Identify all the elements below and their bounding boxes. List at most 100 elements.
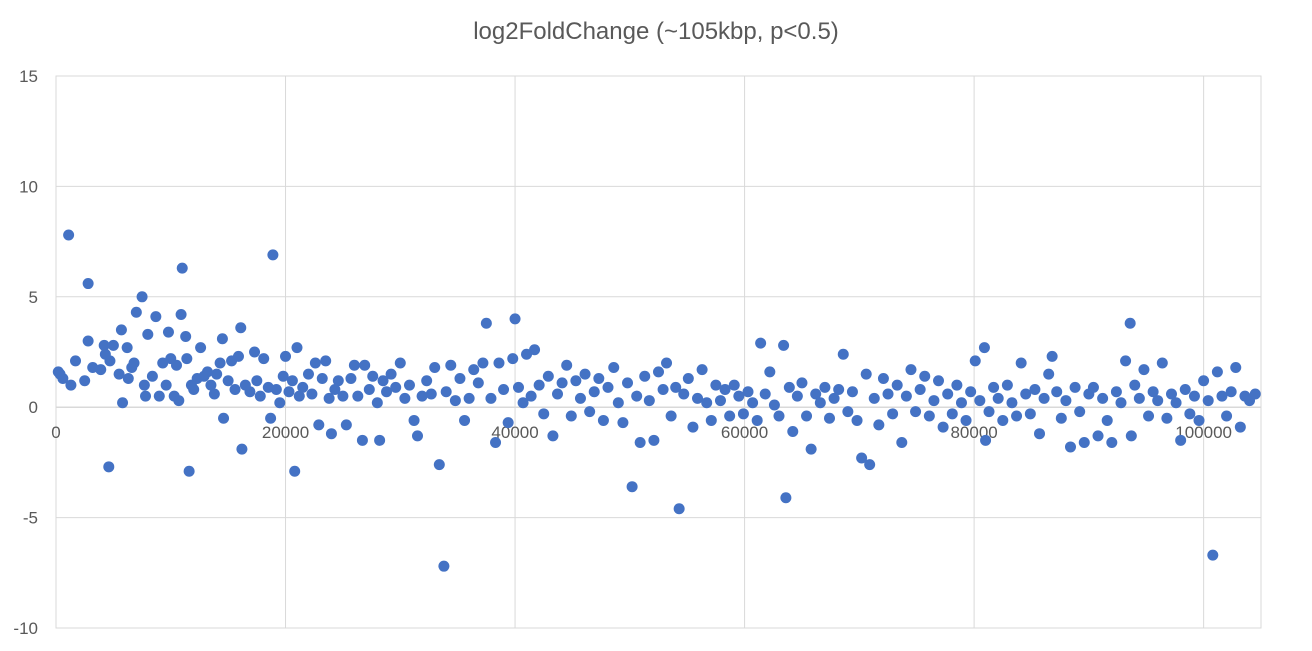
data-point xyxy=(57,372,69,384)
data-point xyxy=(345,372,357,384)
y-tick-label: 10 xyxy=(19,177,38,196)
data-point xyxy=(113,368,125,380)
data-point xyxy=(673,503,685,515)
data-point xyxy=(79,375,91,387)
data-point xyxy=(710,379,722,391)
data-point xyxy=(408,414,420,426)
data-point xyxy=(1198,375,1210,387)
data-point xyxy=(490,437,502,449)
data-point xyxy=(687,421,699,433)
data-point xyxy=(235,322,247,334)
data-point xyxy=(449,395,461,407)
data-point xyxy=(107,339,119,351)
data-point xyxy=(714,395,726,407)
data-point xyxy=(900,390,912,402)
data-point xyxy=(367,370,379,382)
data-point xyxy=(965,386,977,398)
data-point xyxy=(1211,366,1223,378)
data-point xyxy=(249,346,261,358)
data-point xyxy=(661,357,673,369)
data-point xyxy=(128,357,140,369)
data-point xyxy=(574,392,586,404)
data-point xyxy=(724,410,736,422)
data-point xyxy=(267,249,279,261)
data-point xyxy=(565,410,577,422)
chart-title: log2FoldChange (~105kbp, p<0.5) xyxy=(473,18,839,45)
data-point xyxy=(980,434,992,446)
data-point xyxy=(801,410,813,422)
data-point xyxy=(1156,357,1168,369)
data-point xyxy=(302,368,314,380)
data-point xyxy=(293,390,305,402)
data-point xyxy=(316,372,328,384)
data-point xyxy=(1129,379,1141,391)
data-point xyxy=(313,419,325,431)
data-point xyxy=(933,375,945,387)
data-point xyxy=(138,379,150,391)
data-point xyxy=(485,392,497,404)
data-point xyxy=(121,342,133,354)
data-point xyxy=(791,390,803,402)
data-point xyxy=(214,357,226,369)
data-point xyxy=(842,406,854,418)
data-point xyxy=(1188,390,1200,402)
data-point xyxy=(1051,386,1063,398)
data-point xyxy=(205,379,217,391)
data-point xyxy=(678,388,690,400)
data-point xyxy=(1170,397,1182,409)
data-point xyxy=(390,381,402,393)
data-point xyxy=(157,357,169,369)
data-point xyxy=(992,392,1004,404)
data-point xyxy=(1165,388,1177,400)
data-point xyxy=(631,390,643,402)
data-point xyxy=(755,337,767,349)
x-tick-label: 0 xyxy=(51,423,60,442)
data-point xyxy=(612,397,624,409)
data-point xyxy=(856,452,868,464)
data-point xyxy=(819,381,831,393)
data-point xyxy=(846,386,858,398)
data-point xyxy=(860,368,872,380)
data-point xyxy=(507,353,519,365)
data-point xyxy=(978,342,990,354)
data-point xyxy=(340,419,352,431)
data-point xyxy=(1221,410,1233,422)
data-point xyxy=(1043,368,1055,380)
data-point xyxy=(1092,430,1104,442)
data-point xyxy=(805,443,817,455)
data-point xyxy=(104,355,116,367)
data-point xyxy=(130,306,142,318)
x-tick-label: 60000 xyxy=(721,423,768,442)
data-point xyxy=(1115,397,1127,409)
data-point xyxy=(258,353,270,365)
data-point xyxy=(733,390,745,402)
data-point xyxy=(521,348,533,360)
data-point xyxy=(868,392,880,404)
data-point xyxy=(696,364,708,376)
data-point xyxy=(1029,384,1041,396)
data-point xyxy=(910,406,922,418)
data-point xyxy=(670,381,682,393)
y-tick-label: 15 xyxy=(19,67,38,86)
data-point xyxy=(325,428,337,440)
x-tick-label: 20000 xyxy=(262,423,309,442)
data-point xyxy=(286,375,298,387)
data-point xyxy=(974,395,986,407)
data-point xyxy=(602,381,614,393)
data-point xyxy=(737,408,749,420)
data-point xyxy=(1006,397,1018,409)
data-point xyxy=(887,408,899,420)
data-point xyxy=(833,384,845,396)
data-point xyxy=(265,412,277,424)
data-point xyxy=(634,437,646,449)
data-point xyxy=(280,350,292,362)
data-point xyxy=(639,370,651,382)
data-point xyxy=(173,395,185,407)
data-point xyxy=(274,397,286,409)
data-point xyxy=(309,357,321,369)
data-point xyxy=(211,368,223,380)
data-point xyxy=(1001,379,1013,391)
data-point xyxy=(1147,386,1159,398)
x-tick-label: 40000 xyxy=(491,423,538,442)
data-point xyxy=(778,339,790,351)
